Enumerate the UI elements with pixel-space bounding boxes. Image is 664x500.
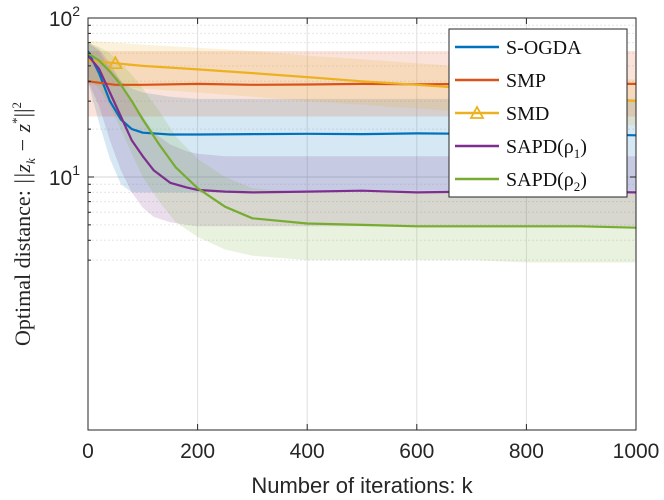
y-tick-label: 101	[49, 162, 80, 190]
y-axis-label-mid: − z	[10, 123, 35, 158]
legend-label: SAPD(ρ2)	[506, 169, 587, 194]
legend-label: SAPD(ρ1)	[506, 136, 587, 161]
y-axis-label-close: ||	[10, 109, 35, 118]
legend: S-OGDA SMP SMD SAPD(ρ1) SAPD(ρ2)	[448, 28, 628, 198]
y-axis-label-sup: 2	[9, 102, 24, 109]
y-axis-label-star: *	[9, 117, 24, 124]
x-tick-label: 800	[509, 440, 544, 463]
y-axis-label-sub: k	[23, 158, 38, 164]
x-tick-label: 1000	[613, 440, 660, 463]
legend-label: SMP	[506, 70, 546, 92]
y-axis-label: Optimal distance: ||zk − z*||2	[9, 102, 38, 346]
x-axis-label: Number of iterations: k	[251, 473, 473, 498]
marker-triangle	[107, 55, 123, 70]
y-tick-label: 102	[49, 3, 80, 31]
legend-label: S-OGDA	[506, 37, 582, 59]
legend-marker-triangle	[469, 105, 485, 119]
legend-label: SMD	[506, 103, 549, 125]
y-axis-label-prefix: Optimal distance:	[10, 185, 35, 346]
axis-ticks: 0 200 400 600 800 1000 101 102	[49, 3, 660, 463]
x-tick-label: 0	[82, 440, 94, 463]
x-tick-label: 200	[180, 440, 215, 463]
line-sapd-2-	[88, 52, 636, 229]
plot-frame	[87, 17, 637, 431]
y-axis-label-norm: ||z	[10, 164, 35, 185]
x-tick-label: 400	[290, 440, 325, 463]
x-tick-label: 600	[399, 440, 434, 463]
